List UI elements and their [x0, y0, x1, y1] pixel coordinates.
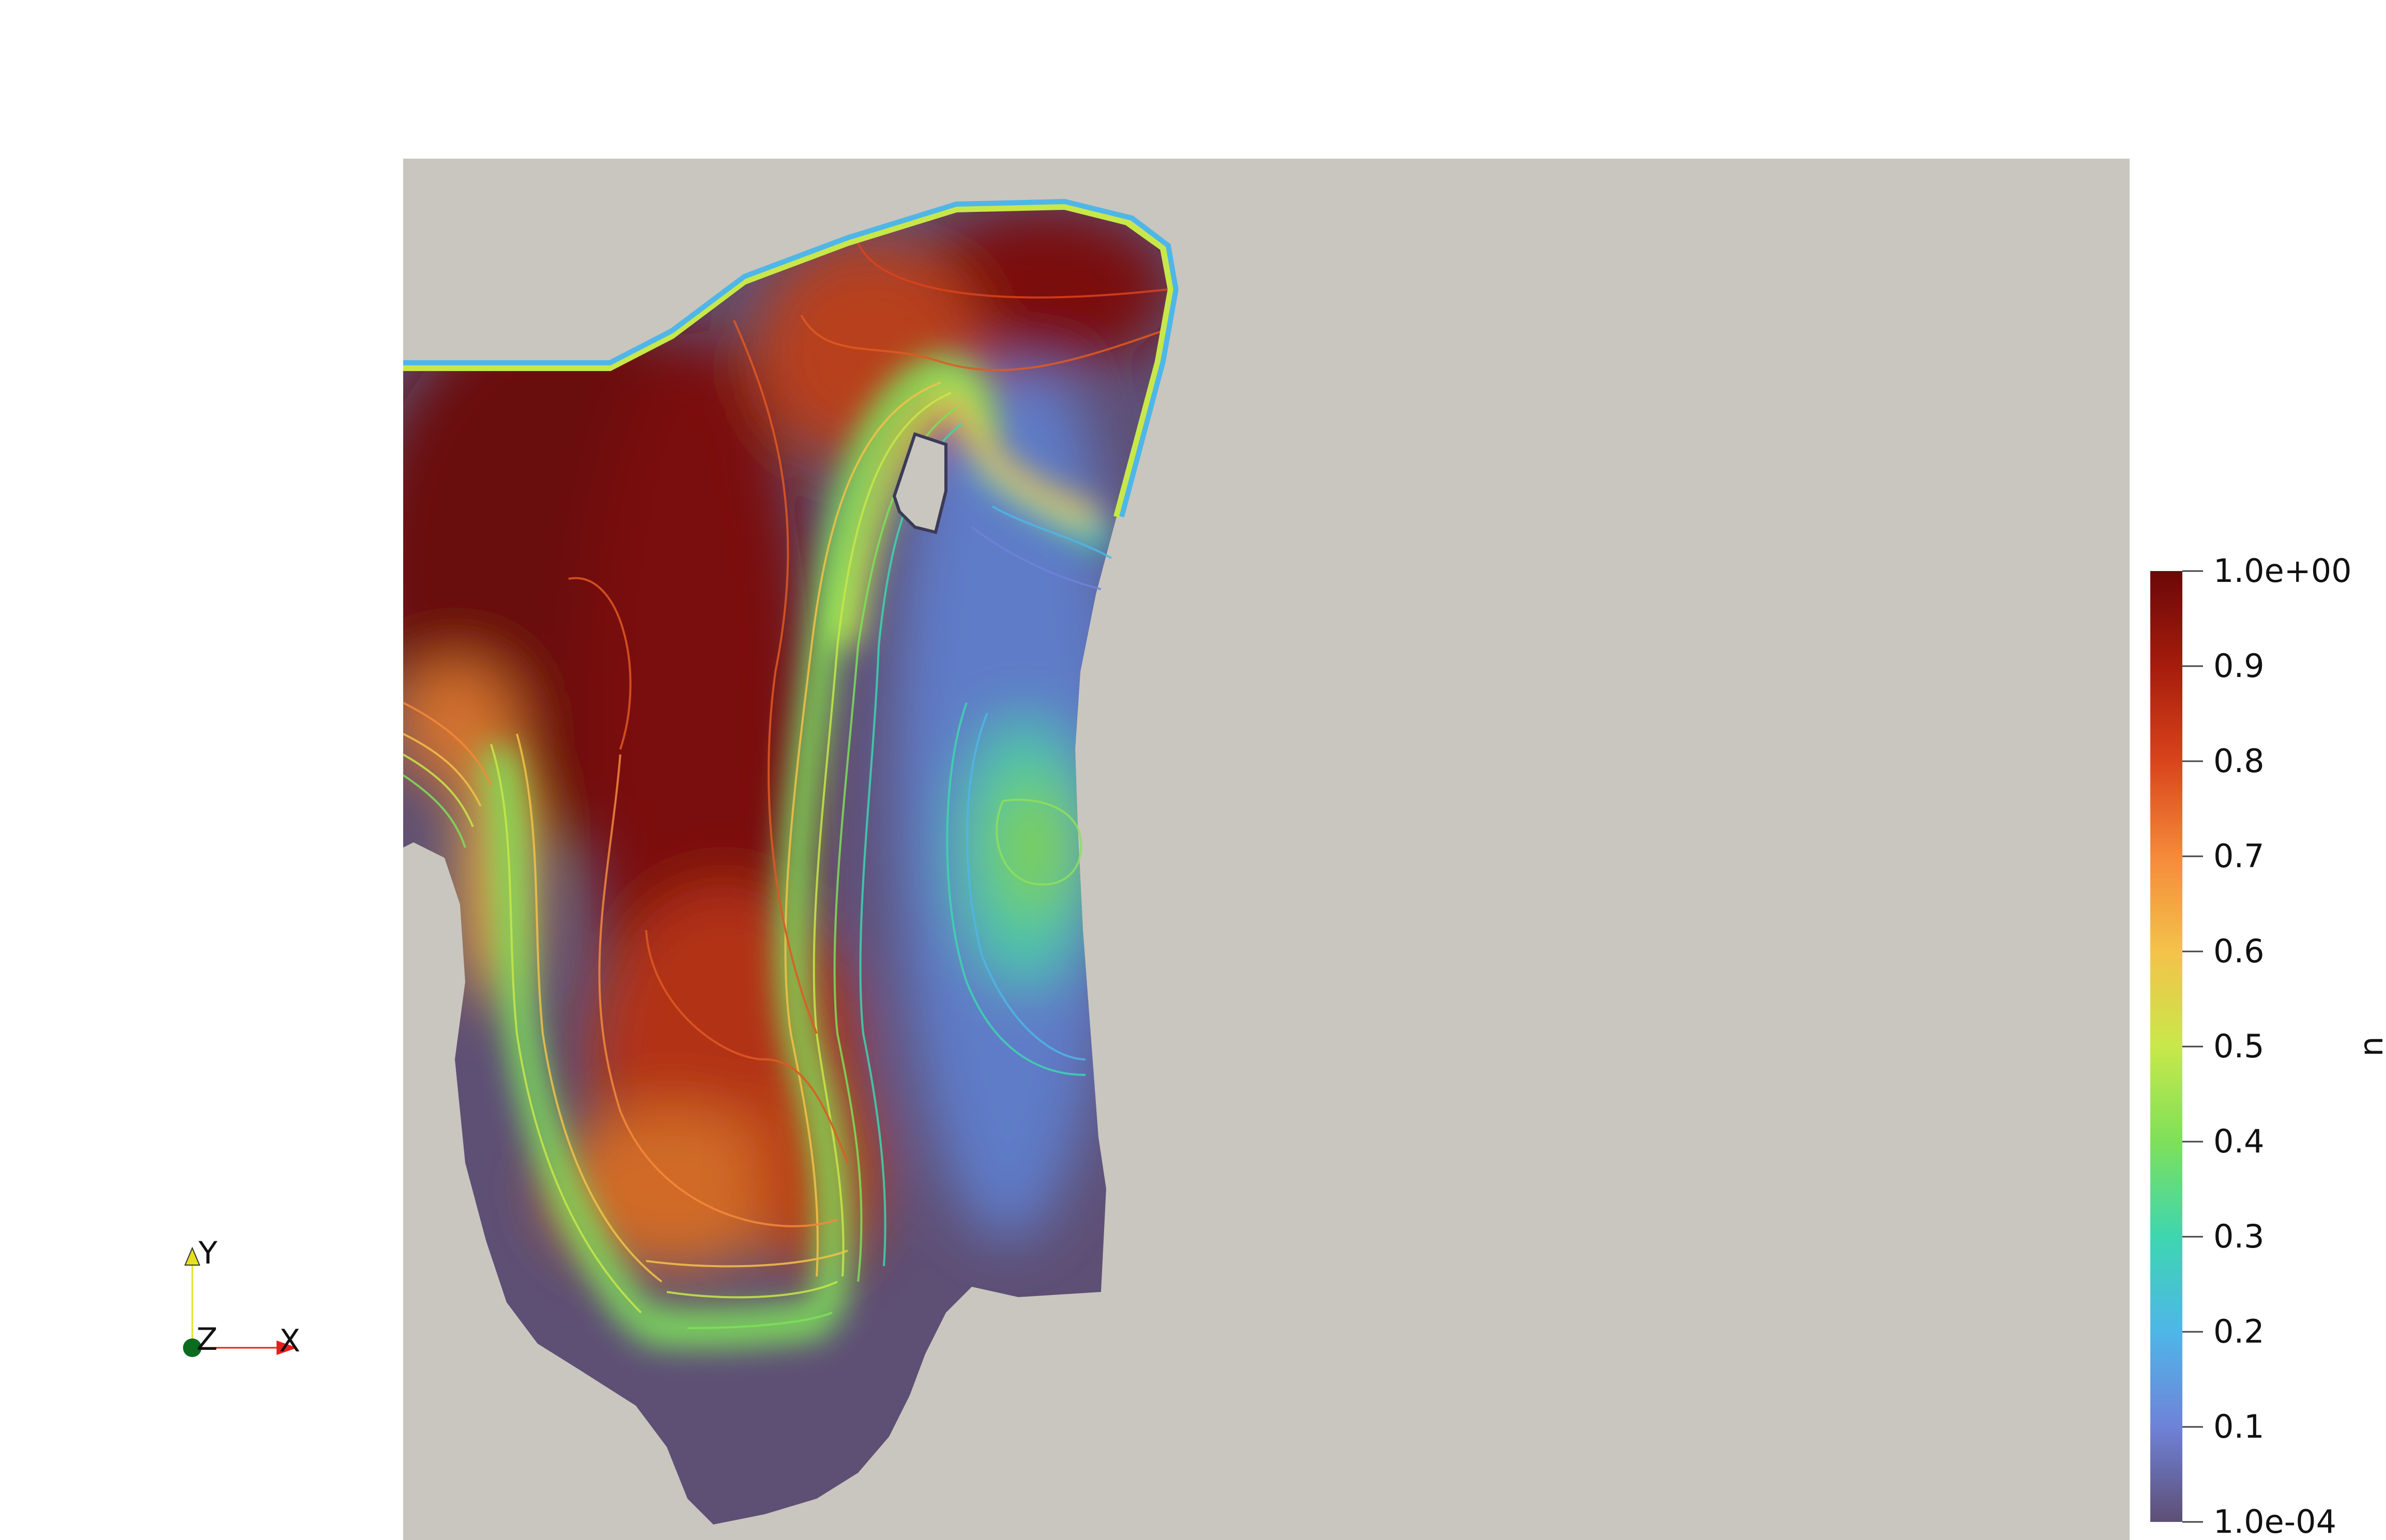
- colorbar-tick-label: 0.5: [2213, 1027, 2265, 1065]
- contour-line: [971, 526, 1102, 590]
- contour-line: [800, 315, 1164, 372]
- triad-label-z: Z: [196, 1321, 218, 1358]
- top-boundary-edge: [403, 198, 1179, 518]
- contour-line: [813, 392, 952, 1277]
- colorbar-ticks: 1.0e+00 0.9 0.8 0.7 0.6 0.5 0.4 0.3 0.2 0.1 1.0e-0…: [2182, 552, 2352, 1540]
- contour-line: [687, 1312, 833, 1329]
- z-axis-dot-icon: [183, 1338, 202, 1357]
- contour-line: [403, 753, 474, 827]
- colorbar-title: u: [2357, 1036, 2386, 1056]
- x-axis-arrow-icon: [277, 1341, 297, 1355]
- contour-line: [996, 798, 1082, 886]
- contour-line: [403, 733, 482, 807]
- colorbar-tick-label: 0.2: [2213, 1313, 2265, 1350]
- colorbar-tick-label: 0.8: [2213, 742, 2265, 780]
- triad-label-x: X: [279, 1323, 300, 1359]
- colorbar-tick-label: 1.0e+00: [2213, 552, 2352, 590]
- contour-line: [859, 423, 962, 1267]
- contour-line: [646, 1250, 848, 1268]
- contour-line: [857, 242, 1169, 299]
- colorbar-tick-label: 0.7: [2213, 837, 2265, 875]
- colorbar-tick-label: 0.1: [2213, 1408, 2265, 1445]
- scalar-field-surface: [403, 207, 1171, 1524]
- contour-lines: [402, 242, 1169, 1329]
- contour-line: [966, 713, 1086, 1060]
- hole-rim: [892, 432, 947, 534]
- contour-line: [516, 733, 663, 1283]
- colorbar-tick-label: 1.0e-04: [2213, 1503, 2336, 1540]
- colorbar-tick-label: 0.6: [2213, 932, 2265, 970]
- contour-line: [666, 1281, 838, 1299]
- contour-line: [733, 320, 818, 1034]
- colorbar-tick-label: 0.4: [2213, 1122, 2265, 1160]
- contour-line: [598, 754, 838, 1227]
- contour-line: [992, 505, 1112, 559]
- contour-line: [946, 702, 1086, 1076]
- triad-label-y: Y: [198, 1235, 218, 1271]
- orientation-axes: Y Z X: [183, 1235, 300, 1359]
- colorbar-tick-label: 0.9: [2213, 647, 2265, 685]
- y-axis-arrow-icon: [184, 1246, 201, 1266]
- colorbar-tick-label: 0.3: [2213, 1218, 2265, 1255]
- contour-line: [833, 407, 957, 1282]
- contour-line: [568, 577, 632, 750]
- contour-line: [403, 702, 492, 786]
- contour-line: [490, 744, 642, 1314]
- top-boundary-rim: [403, 203, 1174, 518]
- contour-line: [402, 774, 466, 848]
- contour-line: [645, 930, 849, 1163]
- colorbar: 1.0e+00 0.9 0.8 0.7 0.6 0.5 0.4 0.3 0.2 0.1 1.0e-0…: [2150, 552, 2386, 1540]
- colorbar-gradient: [2150, 571, 2182, 1522]
- contour-line: [784, 381, 941, 1277]
